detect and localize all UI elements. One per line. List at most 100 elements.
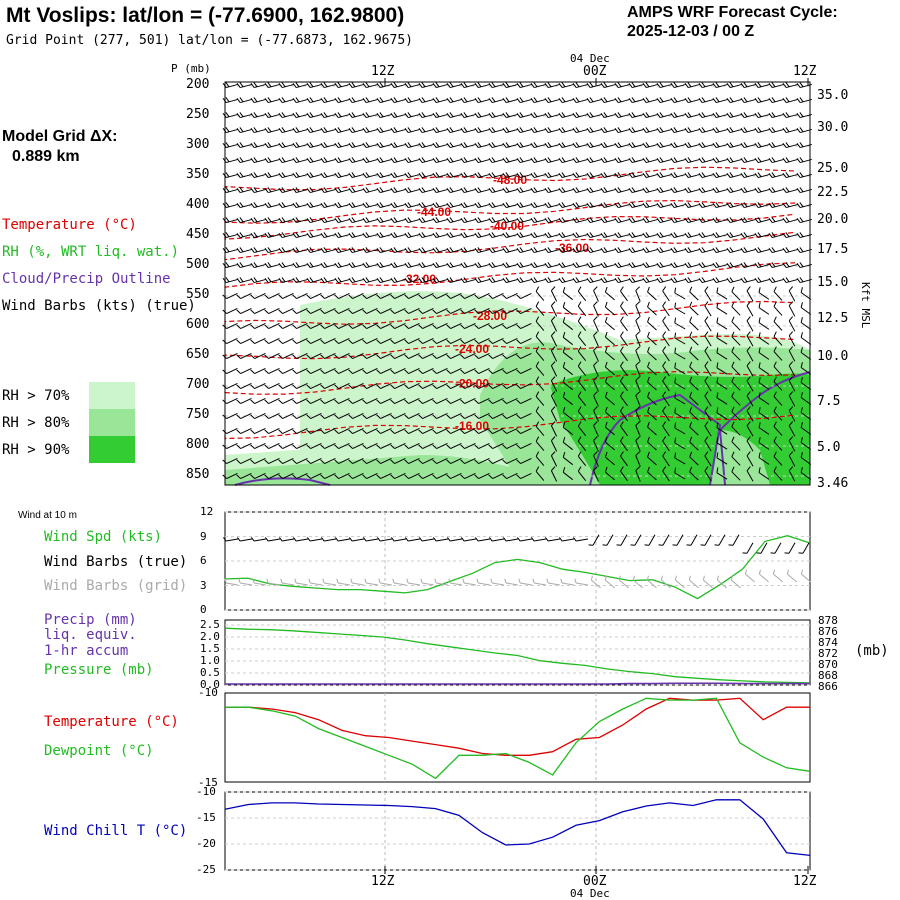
wind-barb-shaft [436, 428, 448, 434]
wind-barb [418, 413, 434, 419]
wind-barb-feather [757, 82, 762, 88]
wind-barb [390, 247, 406, 254]
wind-barb [516, 383, 532, 389]
wind-barb-feather [379, 262, 384, 268]
wind-barb [604, 466, 615, 481]
wind-barb-feather [674, 452, 677, 459]
wind-barb-shaft [577, 425, 587, 437]
wind-barb [362, 368, 378, 374]
wind-barb-shaft [338, 538, 350, 542]
wind-barb-feather [550, 406, 556, 411]
wind-barb-shaft [478, 263, 490, 269]
wind-barb-shaft [436, 263, 448, 269]
wind-barb-feather [446, 309, 451, 314]
wind-barb-feather [758, 407, 761, 413]
wind-barb-shaft [240, 443, 252, 449]
wind-barb-shaft [788, 470, 796, 482]
pressure-tick-label: 750 [186, 407, 210, 422]
temperature-contour [224, 166, 796, 191]
wind-barb-shaft [704, 335, 712, 347]
wind-barb-shaft [394, 383, 406, 389]
wind-barb [474, 247, 490, 254]
wind-barb [674, 452, 686, 465]
wind-barb [628, 97, 644, 104]
wind-barb [474, 262, 490, 269]
wind-barb [502, 368, 518, 374]
wind-barb [334, 187, 350, 194]
wind-barb [460, 127, 476, 134]
wind-barb-feather [488, 474, 493, 479]
wind-barb [593, 346, 599, 362]
wind-barb [446, 82, 462, 89]
wind-barb-shaft [366, 143, 378, 149]
wind-barb [684, 247, 700, 254]
wind-barb-shaft [310, 188, 322, 194]
wind-barb-feather [278, 459, 283, 464]
wind-barb-shaft [590, 143, 602, 149]
wind-barb-shaft [758, 128, 770, 134]
wind-barb-shaft [268, 353, 280, 359]
wind-barb [432, 308, 448, 314]
wind-barb [306, 413, 322, 419]
wind-barb-feather [463, 142, 468, 148]
wind-barb-shaft [338, 173, 350, 179]
wind-barb-shaft [548, 188, 560, 194]
wind-barb-feather [323, 157, 328, 163]
wind-barb-shaft [240, 538, 252, 542]
wind-barb-grid [238, 578, 252, 586]
wind-barb-feather [593, 331, 598, 336]
wind-barb-shaft [550, 290, 558, 302]
wind-barb-grid [378, 578, 392, 586]
wind-barb-shaft [746, 380, 754, 392]
wind-barb-shaft [620, 410, 628, 422]
wind-barb-feather [562, 361, 566, 368]
wind-barb-feather [558, 127, 563, 133]
wind-barb-feather [306, 444, 311, 449]
wind-barb [544, 142, 560, 149]
wind-barb-feather [715, 97, 720, 103]
wind-barb-shaft [618, 263, 630, 269]
wind-barb-shaft [660, 98, 672, 104]
wind-barb-feather [799, 82, 804, 88]
wind-barb-shaft [254, 353, 266, 359]
wind-barb-shaft [352, 188, 364, 194]
wind-barb-feather [449, 202, 454, 208]
wind-barb-feather [788, 346, 794, 352]
wind-barb [250, 428, 266, 434]
wind-barb-feather [334, 247, 339, 253]
wind-barb [600, 82, 616, 89]
wind-barb-feather [754, 142, 759, 148]
wind-barb-feather [689, 466, 693, 473]
wind-barb-shaft [338, 278, 350, 284]
wind-barb [758, 392, 770, 405]
wind-barb-shaft [689, 306, 699, 316]
wind-barb [535, 301, 545, 316]
wind-barb [236, 293, 252, 299]
wind-barb [404, 157, 420, 164]
wind-barb-shaft [366, 443, 378, 449]
wind-barb-feather [446, 112, 451, 118]
wind-barb [348, 428, 364, 434]
wind-barb [614, 97, 630, 104]
wind-barb-feather [544, 277, 549, 283]
wind-barb-feather [419, 537, 423, 542]
wind-barb-feather [673, 127, 678, 133]
wind-barb-feather [320, 82, 325, 88]
wind-barb-shaft [716, 457, 728, 465]
wind-barb-shaft [730, 128, 742, 134]
wind-barb-feather [267, 82, 272, 88]
wind-barb-shaft [520, 323, 532, 329]
wind-barb-feather [550, 331, 556, 336]
wind-barb [264, 353, 280, 359]
wind-barb-feather [432, 414, 437, 419]
wind-barb [620, 406, 628, 422]
wind-barb [726, 187, 742, 194]
wind-barb [628, 262, 644, 269]
wind-barb-feather [463, 97, 468, 103]
wind-barb-feather [335, 537, 339, 542]
wind-barb [656, 232, 672, 239]
wind-barb-shaft [380, 233, 392, 239]
wind-barb-feather [393, 202, 398, 208]
wind-barb-feather [516, 262, 521, 268]
wind-barb [635, 301, 641, 317]
